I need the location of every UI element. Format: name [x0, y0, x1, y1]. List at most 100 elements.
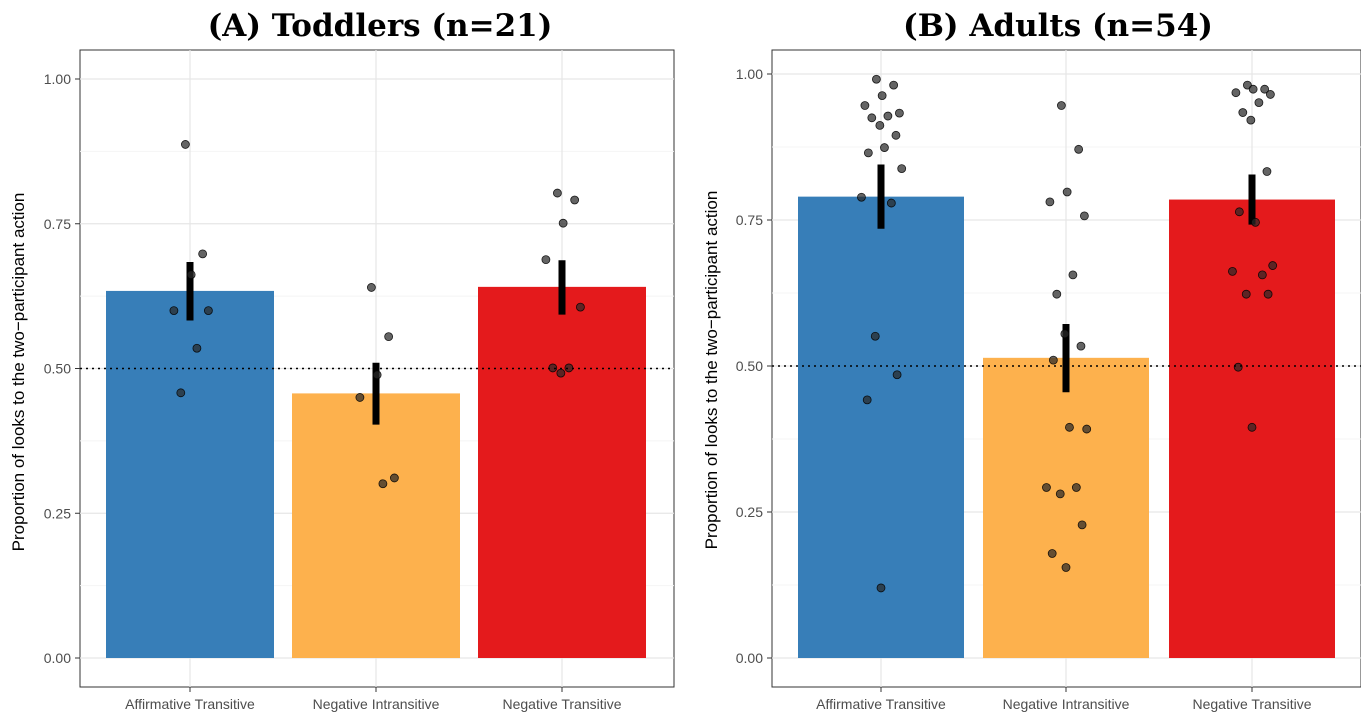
- x-tick-labels: Affirmative Transitive Negative Intransit…: [125, 696, 622, 712]
- data-point: [1248, 84, 1258, 94]
- data-point: [576, 302, 585, 312]
- data-point: [1262, 167, 1272, 176]
- data-point: [1246, 115, 1256, 125]
- x-tick-labels: Affirmative Transitive Negative Intransit…: [816, 696, 1312, 712]
- data-point: [355, 393, 365, 402]
- data-point: [1257, 270, 1267, 280]
- data-point: [1071, 483, 1081, 492]
- axis-ticks: [767, 73, 1253, 692]
- data-point: [556, 368, 566, 378]
- bar: [106, 290, 274, 658]
- data-point: [1060, 329, 1070, 339]
- y-tick-label: 0.50: [736, 358, 763, 374]
- y-tick-label: 0.00: [736, 650, 763, 666]
- data-point: [1231, 88, 1241, 98]
- data-point: [1045, 197, 1055, 207]
- data-point: [1247, 422, 1257, 432]
- bar: [292, 393, 460, 658]
- data-point: [897, 164, 907, 174]
- x-tick-label: Negative Intransitive: [313, 696, 440, 712]
- data-point: [1080, 211, 1089, 221]
- data-point: [372, 370, 382, 380]
- bar: [983, 357, 1149, 658]
- toddlers-panel: (A) Toddlers (n=21) Proportion of looks …: [9, 8, 675, 712]
- data-point: [180, 140, 190, 149]
- data-point: [1062, 187, 1072, 197]
- x-tick-label: Affirmative Transitive: [125, 696, 255, 712]
- data-point: [192, 343, 202, 353]
- data-point: [378, 479, 388, 489]
- data-point: [877, 91, 887, 101]
- data-point: [384, 332, 394, 342]
- data-point: [169, 306, 179, 316]
- jitter-points: [169, 140, 585, 489]
- x-tick-label: Negative Intransitive: [1003, 696, 1130, 712]
- y-axis-label: Proportion of looks to the two−participa…: [9, 193, 28, 552]
- x-tick-label: Negative Transitive: [1192, 696, 1311, 712]
- y-tick-labels: 0.00 0.25 0.50 0.75 1.00: [736, 66, 763, 666]
- panel-title: (A) Toddlers (n=21): [208, 8, 553, 44]
- data-point: [1233, 362, 1243, 372]
- data-point: [1047, 549, 1057, 558]
- data-point: [880, 143, 889, 152]
- data-point: [862, 395, 872, 405]
- data-point: [203, 306, 213, 316]
- y-tick-label: 1.00: [736, 66, 763, 82]
- adults-panel: (B) Adults (n=54) Proportion of looks to…: [702, 8, 1361, 712]
- data-point: [1077, 520, 1087, 530]
- data-point: [1238, 108, 1248, 117]
- data-point: [570, 195, 580, 205]
- panel-title: (B) Adults (n=54): [903, 8, 1213, 44]
- data-point: [1057, 101, 1066, 110]
- y-tick-label: 0.00: [44, 650, 71, 666]
- data-point: [1042, 483, 1051, 492]
- data-point: [1263, 289, 1273, 299]
- data-point: [1234, 207, 1244, 217]
- data-point: [875, 120, 885, 130]
- data-point: [1065, 422, 1074, 432]
- axis-ticks: [75, 78, 563, 692]
- data-point: [891, 130, 901, 140]
- data-point: [1268, 261, 1278, 270]
- bars: [106, 286, 646, 658]
- y-tick-label: 0.75: [736, 212, 763, 228]
- y-tick-label: 1.00: [44, 71, 71, 87]
- data-point: [541, 255, 551, 265]
- data-point: [176, 388, 186, 398]
- data-point: [1048, 355, 1058, 365]
- data-point: [857, 192, 866, 202]
- data-point: [558, 218, 568, 228]
- data-point: [883, 111, 893, 121]
- data-point: [1082, 424, 1092, 434]
- data-point: [895, 108, 904, 118]
- bar: [478, 286, 646, 658]
- data-point: [1061, 563, 1071, 572]
- data-point: [553, 188, 562, 198]
- y-tick-label: 0.25: [736, 504, 763, 520]
- data-point: [876, 583, 886, 593]
- data-point: [1241, 289, 1251, 299]
- data-point: [1228, 266, 1237, 276]
- x-tick-label: Affirmative Transitive: [816, 696, 946, 712]
- data-point: [1251, 217, 1260, 227]
- data-point: [892, 370, 902, 380]
- data-point: [867, 113, 877, 123]
- data-point: [1260, 84, 1270, 94]
- bars: [798, 196, 1335, 658]
- y-axis-label: Proportion of looks to the two−participa…: [702, 191, 721, 550]
- data-point: [1074, 144, 1084, 154]
- data-point: [389, 473, 399, 483]
- data-point: [1266, 90, 1275, 99]
- y-tick-label: 0.25: [44, 505, 71, 521]
- data-point: [186, 270, 196, 280]
- data-point: [863, 148, 873, 158]
- x-tick-label: Negative Transitive: [502, 696, 621, 712]
- data-point: [198, 249, 208, 259]
- data-point: [1076, 341, 1086, 351]
- data-point: [1068, 270, 1078, 280]
- y-tick-label: 0.75: [44, 216, 71, 232]
- data-point: [860, 101, 870, 110]
- y-tick-labels: 0.00 0.25 0.50 0.75 1.00: [44, 71, 71, 666]
- data-point: [366, 283, 376, 292]
